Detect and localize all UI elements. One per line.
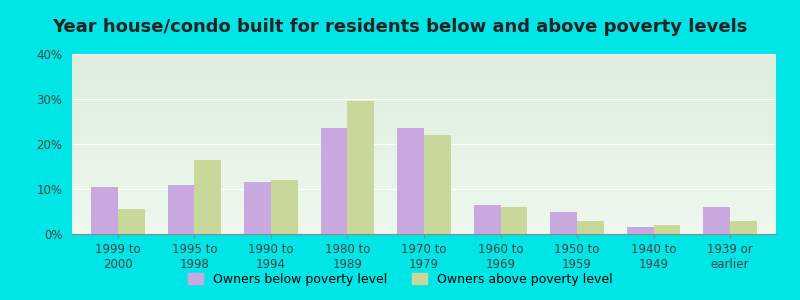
Bar [347, 101, 374, 234]
Text: Year house/condo built for residents below and above poverty levels: Year house/condo built for residents bel… [52, 18, 748, 36]
Bar [577, 220, 604, 234]
Bar [244, 182, 271, 234]
Bar [626, 227, 654, 234]
Bar [654, 225, 680, 234]
Bar [550, 212, 577, 234]
Bar [501, 207, 527, 234]
Bar [194, 160, 222, 234]
Bar [424, 135, 450, 234]
Bar [168, 184, 194, 234]
Legend: Owners below poverty level, Owners above poverty level: Owners below poverty level, Owners above… [182, 268, 618, 291]
Bar [474, 205, 501, 234]
Bar [730, 220, 757, 234]
Bar [118, 209, 145, 234]
Bar [271, 180, 298, 234]
Bar [703, 207, 730, 234]
Bar [91, 187, 118, 234]
Bar [321, 128, 347, 234]
Bar [398, 128, 424, 234]
